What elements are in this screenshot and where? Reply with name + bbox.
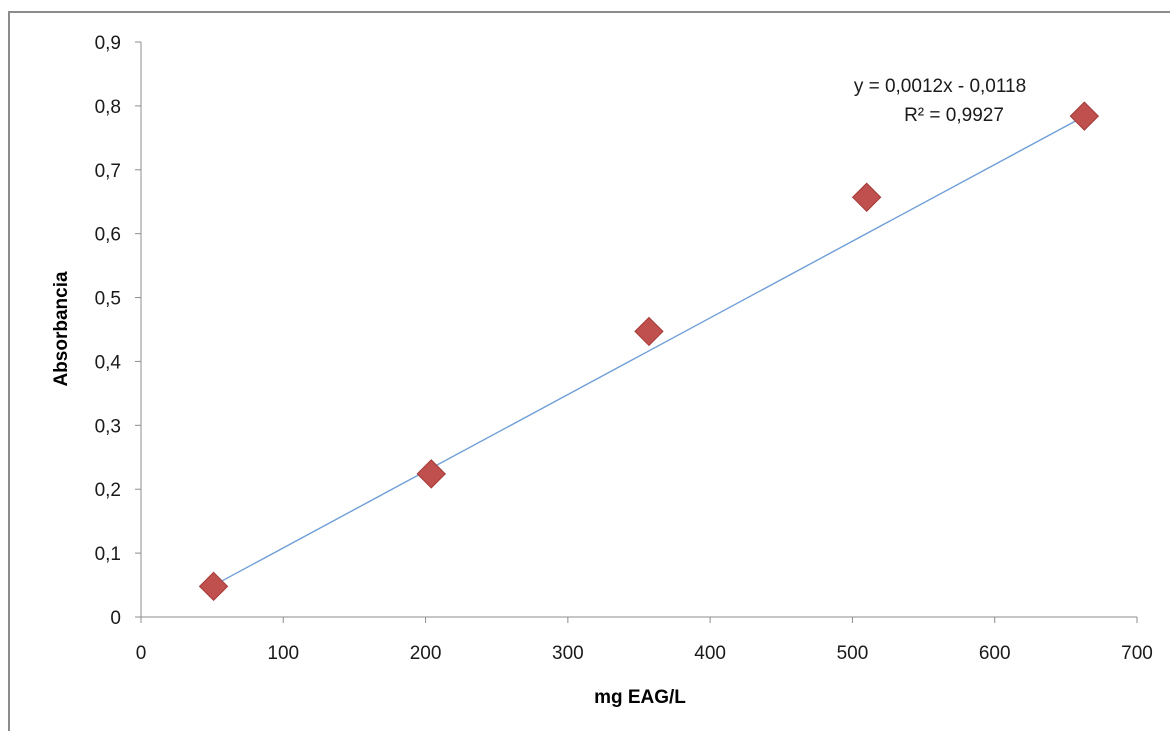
data-point (416, 459, 446, 489)
y-axis-title: Absorbancia (51, 271, 72, 387)
trendline (213, 115, 1085, 587)
y-ticks: 0 0,1 0,2 0,3 0,4 0,5 0,6 0,7 0,8 0,9 (95, 33, 141, 629)
y-tick-label: 0,2 (95, 480, 121, 501)
x-tick-label: 700 (1121, 643, 1153, 664)
data-point (851, 182, 882, 212)
axes (140, 42, 1137, 618)
data-point (1069, 101, 1100, 131)
y-tick-label: 0,8 (95, 97, 121, 118)
trendline-equation: y = 0,0012x - 0,0118 (854, 76, 1026, 97)
data-points (198, 101, 1100, 602)
x-tick-label: 500 (837, 643, 869, 664)
y-tick-label: 0,6 (95, 225, 121, 246)
x-tick-label: 100 (267, 643, 299, 664)
x-tick-label: 200 (410, 643, 442, 664)
y-tick-label: 0,5 (95, 289, 121, 310)
chart-frame (8, 11, 1170, 731)
y-tick-label: 0,7 (95, 161, 121, 182)
y-tick-label: 0,9 (95, 33, 121, 54)
data-point (634, 316, 664, 347)
y-tick-label: 0 (110, 608, 121, 629)
x-tick-label: 600 (979, 643, 1011, 664)
r-squared-label: R² = 0,9927 (904, 105, 1004, 126)
x-tick-label: 400 (694, 643, 726, 664)
x-axis-title: mg EAG/L (594, 687, 686, 708)
x-ticks: 0 100 200 300 400 500 600 700 (136, 617, 1153, 664)
x-tick-label: 300 (552, 643, 584, 664)
y-tick-label: 0,1 (95, 544, 121, 565)
y-tick-label: 0,4 (95, 352, 122, 373)
y-tick-label: 0,3 (95, 416, 121, 437)
data-point (198, 571, 229, 602)
x-tick-label: 0 (136, 643, 147, 664)
